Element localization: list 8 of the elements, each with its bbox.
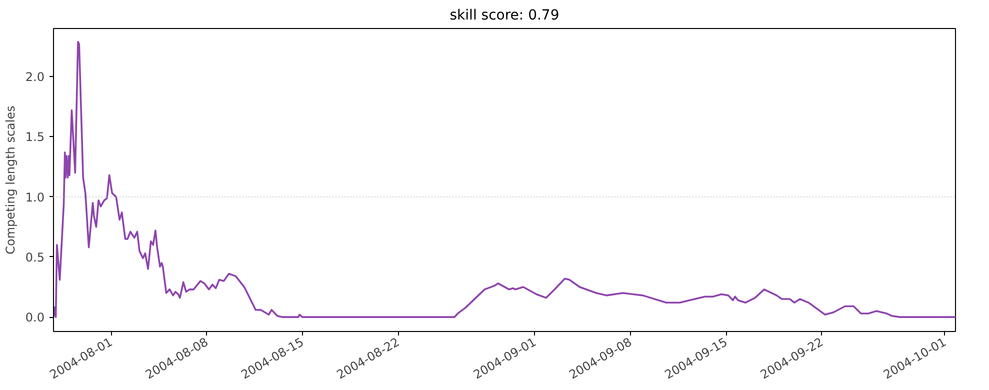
y-tick-label: 1.0 — [25, 190, 45, 204]
y-tick-label: 1.5 — [25, 130, 45, 144]
y-tick-label: 2.0 — [25, 70, 45, 84]
y-axis-title: Competing length scales — [3, 106, 18, 254]
y-tick-label: 0.5 — [25, 250, 45, 264]
y-tick-label: 0.0 — [25, 310, 45, 325]
line-series — [54, 40, 956, 318]
chart-title: skill score: 0.79 — [450, 8, 560, 24]
